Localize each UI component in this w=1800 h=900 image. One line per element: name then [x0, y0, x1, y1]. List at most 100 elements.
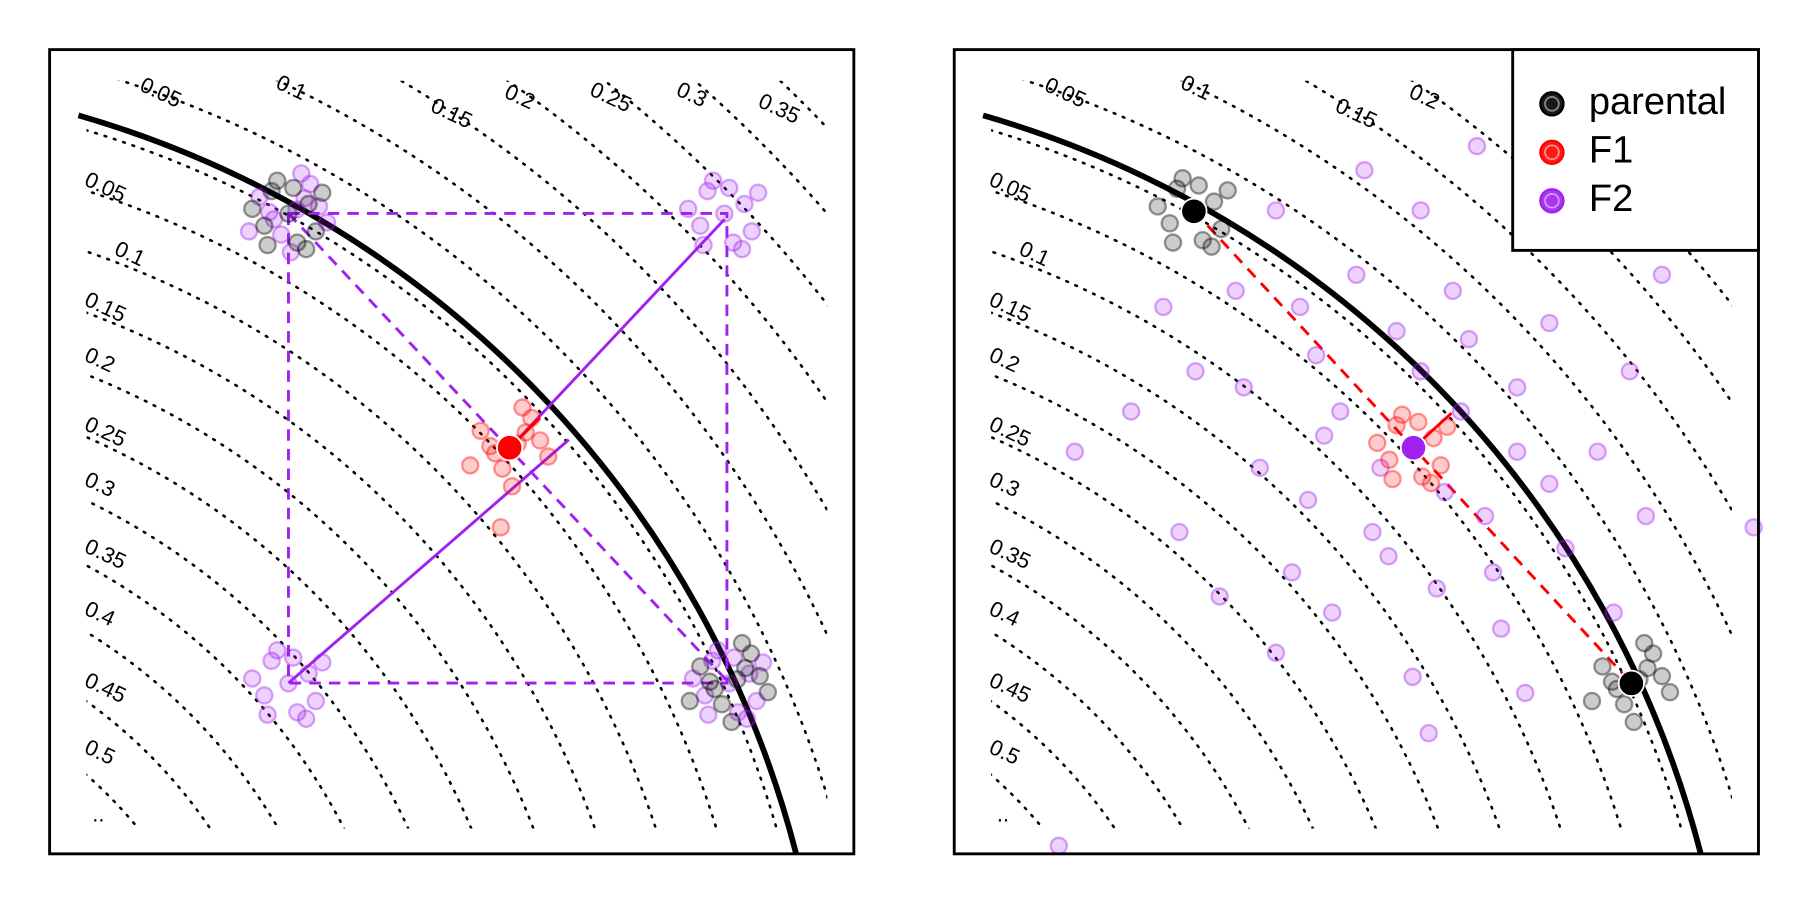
point — [264, 210, 284, 229]
point — [299, 194, 318, 214]
point — [1602, 672, 1622, 691]
point — [306, 222, 326, 241]
contour-label: 0.25 — [586, 76, 635, 117]
point — [1624, 712, 1644, 732]
point — [1189, 176, 1208, 195]
contour-label: 0.45 — [986, 667, 1035, 708]
frontier-curve — [982, 112, 1704, 854]
point — [750, 666, 769, 686]
contour-label: 0.3 — [986, 466, 1024, 502]
point — [728, 703, 748, 722]
contour-label: 0.1 — [1177, 70, 1215, 106]
point — [1427, 579, 1446, 598]
contour-label: 0.5 — [986, 734, 1024, 770]
point — [748, 183, 768, 202]
point — [1331, 402, 1350, 421]
legend-label: parental — [1589, 81, 1727, 123]
point — [1411, 362, 1430, 381]
point — [1403, 667, 1422, 687]
point — [724, 648, 744, 667]
point — [1163, 233, 1183, 252]
contour-label: 0.15 — [427, 93, 476, 134]
mean-marker — [496, 434, 524, 462]
point — [678, 199, 698, 219]
legend: parental F1 F2 — [1511, 48, 1760, 252]
contour-line — [86, 499, 410, 829]
point — [695, 686, 715, 705]
point — [680, 691, 700, 711]
point — [1210, 587, 1229, 606]
legend-marker-ring — [1544, 96, 1560, 112]
point — [1363, 522, 1382, 542]
legend-marker — [1539, 91, 1565, 117]
point — [1556, 539, 1575, 558]
point — [1204, 192, 1224, 211]
point — [728, 670, 747, 689]
point — [267, 641, 287, 660]
contour-label: 0.2 — [1406, 79, 1444, 115]
legend-marker-ring — [1544, 144, 1560, 161]
contour-line — [86, 564, 346, 829]
contour-label: 0.1 — [111, 236, 149, 272]
point — [715, 204, 734, 223]
point — [1443, 281, 1463, 301]
point — [1347, 265, 1366, 285]
point — [491, 518, 511, 537]
dashed-square — [287, 212, 729, 685]
point — [698, 181, 717, 201]
legend-label: F1 — [1589, 129, 1633, 171]
point — [1065, 442, 1085, 461]
mean-marker — [1399, 434, 1428, 462]
mean-marker — [1180, 197, 1208, 225]
point — [1371, 458, 1390, 478]
contour-line — [991, 250, 1562, 829]
point — [719, 178, 739, 198]
point — [732, 239, 752, 259]
contour-label: 0.05 — [986, 166, 1035, 207]
panel-left: ..0.05 0.10.15 0.2 0.25 0.3 0.350.050.10.150.… — [48, 48, 856, 856]
point — [281, 243, 301, 262]
contour-line — [991, 699, 1117, 829]
point — [1298, 490, 1318, 510]
point — [742, 222, 761, 241]
point — [1459, 329, 1479, 349]
point — [1314, 426, 1334, 445]
point — [1170, 522, 1189, 542]
point — [279, 674, 298, 693]
point — [1154, 297, 1173, 317]
point — [1218, 181, 1237, 200]
point — [699, 705, 718, 724]
contour-label: 0.35 — [755, 88, 804, 129]
point — [712, 695, 732, 714]
point — [1652, 265, 1672, 285]
contour-dots: .. — [997, 802, 1009, 827]
point — [299, 664, 318, 683]
contour-line — [86, 699, 212, 829]
point — [683, 669, 703, 688]
point — [287, 200, 306, 219]
point — [723, 233, 743, 252]
contour-label: 0.45 — [81, 667, 130, 708]
point — [708, 641, 728, 660]
point — [243, 669, 262, 688]
point — [255, 216, 274, 235]
point — [1431, 456, 1451, 475]
point — [740, 664, 759, 683]
point — [493, 459, 512, 478]
point — [284, 648, 303, 667]
contour-label: 0.4 — [986, 596, 1024, 632]
point — [1212, 219, 1231, 239]
point — [1234, 378, 1253, 397]
point — [288, 233, 307, 252]
point — [259, 202, 279, 222]
legend-marker-ring — [1544, 192, 1560, 209]
point — [239, 222, 259, 241]
point — [1483, 563, 1503, 582]
contour-label: 0.1 — [273, 70, 311, 106]
point — [513, 398, 532, 417]
point — [1411, 201, 1430, 220]
point — [481, 436, 500, 456]
point — [753, 653, 773, 672]
